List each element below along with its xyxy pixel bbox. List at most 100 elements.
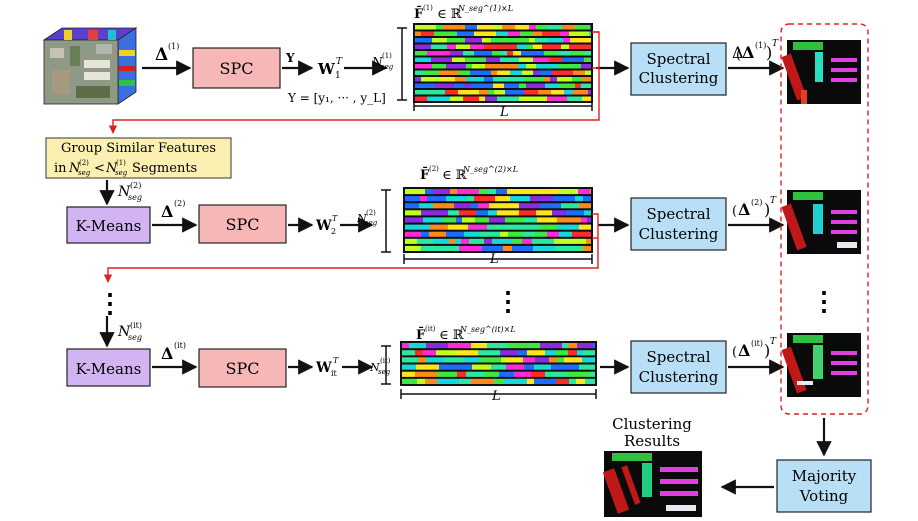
w1-sub: 1	[335, 71, 341, 81]
kmeans-box-3	[66, 348, 151, 387]
spc-box-2	[198, 204, 287, 244]
delta-3-label: Δ	[161, 344, 173, 363]
spectral-1-line2: Clustering	[639, 69, 719, 87]
svg-text:(2): (2)	[751, 198, 762, 207]
svg-text:): )	[764, 200, 770, 219]
svg-text:N_seg^(it)×L: N_seg^(it)×L	[459, 325, 516, 334]
final-clustering-result-map	[602, 451, 702, 517]
kmeans-2-label: K-Means	[76, 217, 142, 235]
svg-text:seg: seg	[128, 193, 142, 202]
svg-text:Δ: Δ	[738, 200, 750, 219]
svg-text:in: in	[54, 161, 67, 176]
svg-text:(: (	[732, 345, 737, 360]
svg-text:T: T	[770, 337, 777, 347]
kmeans-3-label: K-Means	[76, 360, 142, 378]
w1-label: W	[317, 60, 336, 78]
voting-line2: Voting	[799, 487, 849, 505]
ellipsis-middle: ⋮	[495, 287, 521, 317]
svg-text:seg: seg	[381, 63, 394, 71]
majority-voting-box	[776, 459, 872, 513]
spc-2-label: SPC	[226, 215, 260, 234]
matrix-1-rows-label: N seg (1)	[371, 52, 394, 71]
feature-matrix-2	[403, 187, 593, 253]
wit-sup: T	[333, 356, 339, 365]
matrix-1-width-label: L	[499, 105, 509, 120]
svg-text:(it): (it)	[425, 325, 436, 333]
y-label-1: Y	[285, 51, 295, 65]
matrix-3-width-label: L	[491, 389, 501, 404]
svg-text:Δ: Δ	[738, 341, 750, 360]
svg-text:(2): (2)	[79, 159, 89, 167]
svg-text:N: N	[117, 184, 131, 200]
delta-1-transpose-label: Δ ( Δ (1) ) T	[732, 39, 779, 63]
svg-text:(: (	[732, 204, 737, 219]
spc-box-3	[198, 348, 287, 388]
spectral-1-line1: Spectral	[646, 50, 710, 68]
svg-text:(: (	[736, 48, 741, 63]
svg-text:seg: seg	[115, 169, 128, 177]
svg-text:T: T	[770, 196, 777, 206]
spc-1-label: SPC	[220, 59, 254, 78]
svg-text:): )	[764, 341, 770, 360]
wit-label: W	[315, 360, 332, 376]
svg-text:<: <	[94, 161, 105, 176]
delta-2-sup: (2)	[174, 199, 185, 208]
cluster-map-2	[781, 190, 861, 254]
w2-sup: T	[332, 214, 338, 223]
svg-text:seg: seg	[78, 169, 91, 177]
svg-text:seg: seg	[365, 219, 378, 227]
spectral-clustering-box-2	[630, 197, 727, 251]
svg-text:(1): (1)	[382, 52, 392, 60]
w2-label: W	[315, 218, 332, 234]
group-line1: Group Similar Features	[61, 141, 216, 156]
svg-text:T: T	[772, 39, 779, 49]
svg-text:(2): (2)	[130, 181, 141, 190]
spectral-3-line2: Clustering	[639, 368, 719, 386]
svg-text:Δ: Δ	[742, 43, 754, 62]
svg-text:N: N	[371, 55, 383, 69]
svg-text:(1): (1)	[423, 4, 433, 12]
ellipsis-left: ⋮	[97, 289, 123, 319]
svg-text:N_seg^(2)×L: N_seg^(2)×L	[462, 165, 518, 174]
delta-it-transpose-label: ( Δ (it) ) T	[732, 337, 777, 360]
delta-3-sup: (it)	[174, 341, 186, 350]
kmeans-2-input-label: N seg (2)	[117, 181, 142, 202]
svg-text:N_seg^(1)×L: N_seg^(1)×L	[457, 4, 513, 13]
cluster-map-1	[781, 40, 861, 104]
delta-2-label: Δ	[161, 202, 173, 221]
spc-box-1	[192, 47, 281, 89]
spectral-clustering-box-3	[630, 340, 727, 394]
cluster-map-3	[781, 333, 861, 397]
matrix-2-rows-label: N seg (2)	[356, 209, 378, 227]
svg-text:F̄: F̄	[414, 5, 424, 22]
w1-sup: T	[336, 57, 343, 67]
feature-matrix-1	[413, 23, 593, 103]
svg-text:Δ: Δ	[732, 43, 744, 62]
svg-text:F̄: F̄	[416, 326, 426, 343]
kmeans-box-2	[66, 206, 151, 244]
svg-text:(it): (it)	[751, 339, 763, 348]
results-line1: Clustering	[612, 415, 692, 433]
wit-sub: it	[331, 369, 338, 378]
matrix-2-width-label: L	[489, 252, 499, 267]
svg-text:N: N	[356, 212, 367, 225]
matrix-3-title: F̄ (it) ∈ ℝ N_seg^(it)×L	[416, 325, 516, 343]
delta-1-sup: (1)	[168, 42, 179, 51]
svg-text:(2): (2)	[366, 209, 376, 217]
svg-text:Segments: Segments	[132, 161, 197, 176]
spectral-2-line1: Spectral	[646, 205, 710, 223]
spectral-2-line2: Clustering	[639, 225, 719, 243]
svg-text:∈ ℝ: ∈ ℝ	[437, 7, 463, 22]
svg-text:N: N	[68, 161, 81, 176]
matrix-3-rows-label: N seg (it)	[369, 357, 391, 376]
clustering-maps-container	[780, 23, 869, 415]
hyperspectral-cube	[42, 27, 138, 105]
group-line2: in N seg (2) < N seg (1) Segments	[54, 159, 197, 177]
matrix-1-title: F̄ (1) ∈ ℝ N_seg^(1)×L	[414, 4, 513, 22]
svg-text:∈ ℝ: ∈ ℝ	[442, 168, 468, 183]
y-definition: Y = [y₁, ··· , y_L]	[287, 91, 386, 105]
svg-text:N: N	[369, 361, 380, 374]
spectral-3-line1: Spectral	[646, 348, 710, 366]
